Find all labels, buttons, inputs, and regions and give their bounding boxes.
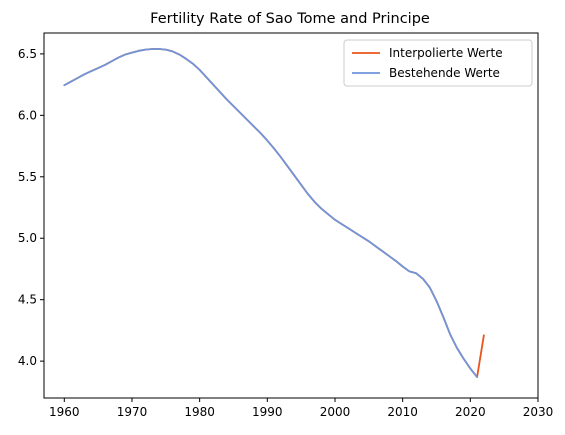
x-tick-label: 1980 bbox=[184, 405, 215, 419]
y-tick-label: 5.5 bbox=[18, 170, 37, 184]
x-axis: 1960 1970 1980 1990 2000 2010 2020 2030 bbox=[49, 398, 553, 419]
series-line-existing bbox=[63, 48, 479, 379]
chart-title: Fertility Rate of Sao Tome and Principe bbox=[150, 11, 430, 27]
x-tick-label: 2000 bbox=[320, 405, 351, 419]
y-axis: 4.0 4.5 5.0 5.5 6.0 6.5 bbox=[18, 47, 44, 368]
y-tick-label: 6.5 bbox=[18, 47, 37, 61]
x-tick-label: 1970 bbox=[117, 405, 148, 419]
legend: Interpolierte Werte Bestehende Werte bbox=[343, 39, 533, 87]
y-tick-label: 6.0 bbox=[18, 108, 37, 122]
legend-box bbox=[343, 39, 533, 87]
x-tick-label: 2020 bbox=[455, 405, 486, 419]
legend-label: Bestehende Werte bbox=[389, 66, 500, 80]
legend-label: Interpolierte Werte bbox=[389, 46, 503, 60]
x-tick-label: 1990 bbox=[252, 405, 283, 419]
y-tick-label: 4.0 bbox=[18, 354, 37, 368]
x-tick-label: 2010 bbox=[387, 405, 418, 419]
x-tick-label: 2030 bbox=[523, 405, 554, 419]
y-tick-label: 5.0 bbox=[18, 231, 37, 245]
series-layer bbox=[63, 48, 485, 379]
y-tick-label: 4.5 bbox=[18, 293, 37, 307]
plot-frame bbox=[43, 32, 539, 399]
plot-area bbox=[43, 32, 539, 399]
x-tick-label: 1960 bbox=[49, 405, 80, 419]
